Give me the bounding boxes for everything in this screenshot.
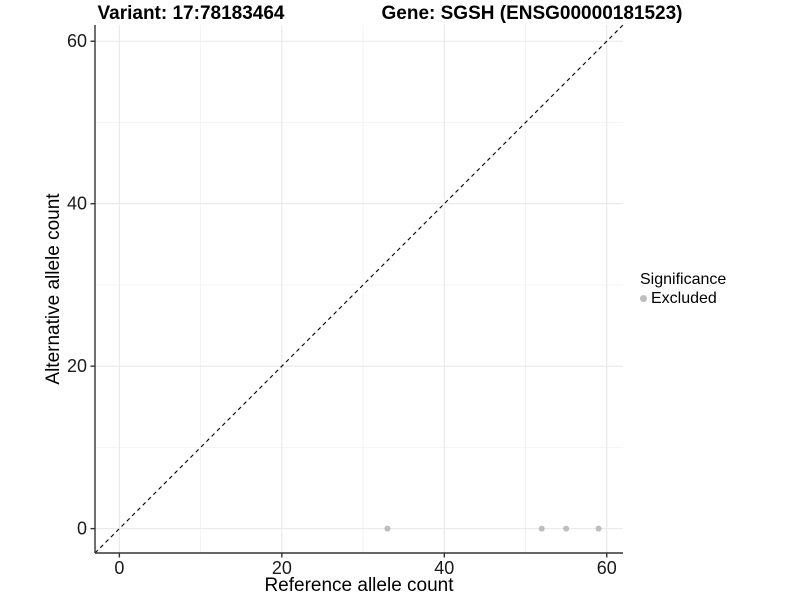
variant-title: Variant: 17:78183464 xyxy=(97,3,285,24)
y-axis-title: Alternative allele count xyxy=(43,193,64,385)
data-point xyxy=(595,525,602,532)
y-tick-label: 40 xyxy=(67,194,87,214)
y-tick-label: 0 xyxy=(77,519,87,539)
y-tick-label: 60 xyxy=(67,31,87,51)
data-point xyxy=(563,525,570,532)
x-axis-title: Reference allele count xyxy=(264,575,454,596)
identity-reference-line xyxy=(94,24,624,554)
legend-item-excluded: Excluded xyxy=(640,289,726,308)
data-point xyxy=(384,525,391,532)
legend-title: Significance xyxy=(640,271,727,288)
x-tick-label: 40 xyxy=(434,558,454,578)
gene-title: Gene: SGSH (ENSG00000181523) xyxy=(381,3,683,24)
data-point xyxy=(538,525,545,532)
legend-item-label: Excluded xyxy=(651,290,717,307)
x-tick-label: 60 xyxy=(597,558,617,578)
y-tick-label: 20 xyxy=(67,356,87,376)
x-tick-label: 0 xyxy=(114,558,124,578)
excluded-point-swatch-icon xyxy=(640,295,647,302)
legend: Significance Excluded xyxy=(640,270,726,308)
x-tick-label: 20 xyxy=(272,558,292,578)
